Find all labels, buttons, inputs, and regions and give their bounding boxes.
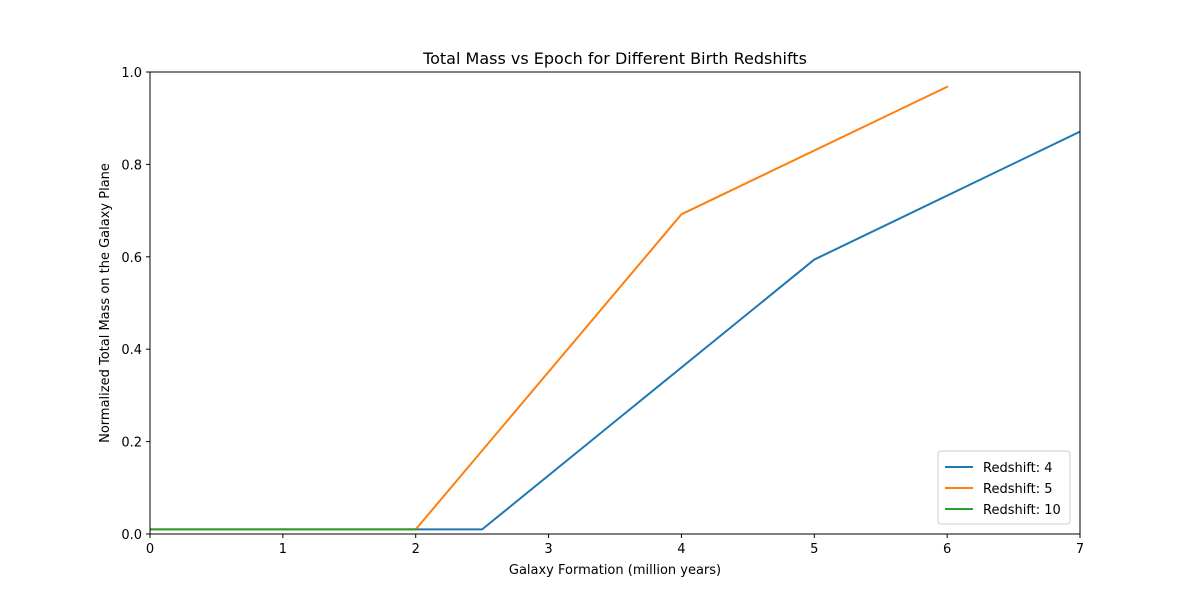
plot-area-frame: [149, 71, 1081, 535]
chart-title: Total Mass vs Epoch for Different Birth …: [422, 49, 807, 68]
legend-label: Redshift: 5: [983, 482, 1053, 497]
x-tick-label: 6: [943, 542, 951, 557]
y-tick-label: 1.0: [121, 66, 142, 81]
y-tick-label: 0.0: [121, 528, 142, 543]
x-tick-label: 0: [146, 542, 154, 557]
x-tick-label: 1: [279, 542, 287, 557]
series-layer: [150, 85, 1080, 531]
series-line-2: [150, 85, 949, 531]
x-tick-label: 2: [412, 542, 420, 557]
y-axis-ticks: 0.0 0.2 0.4 0.6 0.8 1.0: [121, 66, 150, 543]
x-tick-label: 3: [544, 542, 552, 557]
x-axis-ticks: 0 1 2 3 4 5 6 7: [146, 534, 1084, 557]
x-axis-label: Galaxy Formation (million years): [509, 563, 721, 578]
y-tick-label: 0.4: [121, 343, 142, 358]
y-tick-label: 0.8: [121, 158, 142, 173]
y-tick-label: 0.6: [121, 251, 142, 266]
x-tick-label: 4: [677, 542, 685, 557]
x-tick-label: 7: [1076, 542, 1084, 557]
y-tick-label: 0.2: [121, 436, 142, 451]
y-axis-label: Normalized Total Mass on the Galaxy Plan…: [98, 163, 113, 443]
legend-label: Redshift: 10: [983, 503, 1061, 518]
legend-box: [937, 450, 1071, 525]
legend: Redshift: 4 Redshift: 5 Redshift: 10: [937, 450, 1071, 525]
x-tick-label: 5: [810, 542, 818, 557]
legend-label: Redshift: 4: [983, 461, 1053, 476]
